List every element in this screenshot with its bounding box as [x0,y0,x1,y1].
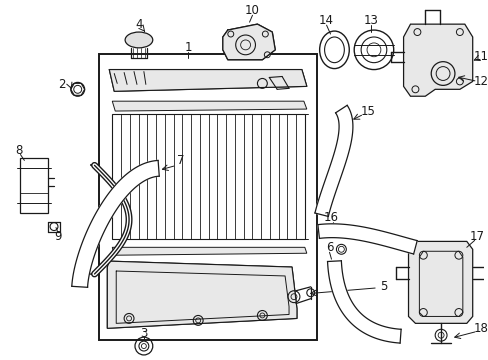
Text: 7: 7 [176,154,184,167]
Text: 4: 4 [135,18,142,31]
Text: 16: 16 [324,211,338,224]
Polygon shape [112,101,306,111]
Text: 14: 14 [318,14,333,27]
Polygon shape [112,247,306,255]
Text: 9: 9 [54,230,61,243]
Bar [99,54,316,340]
Ellipse shape [125,32,152,48]
Text: 8: 8 [15,144,22,157]
Polygon shape [72,161,159,287]
Polygon shape [223,24,275,60]
Text: 18: 18 [473,322,488,335]
Text: 15: 15 [360,104,375,118]
Text: 6: 6 [325,241,333,254]
Text: 12: 12 [473,75,488,88]
Polygon shape [327,261,400,343]
Polygon shape [403,24,472,96]
Polygon shape [107,261,296,328]
Text: 1: 1 [184,41,192,54]
Text: 17: 17 [469,230,484,243]
Bar [112,114,304,239]
Text: 2: 2 [58,78,65,91]
Bar [20,158,48,213]
Polygon shape [109,69,306,91]
Polygon shape [314,105,352,216]
Polygon shape [317,224,416,254]
Text: 3: 3 [140,327,147,340]
Text: 5: 5 [379,280,386,293]
Text: 11: 11 [473,50,488,63]
Polygon shape [407,242,472,323]
Text: 13: 13 [363,14,378,27]
Text: 10: 10 [244,4,260,17]
